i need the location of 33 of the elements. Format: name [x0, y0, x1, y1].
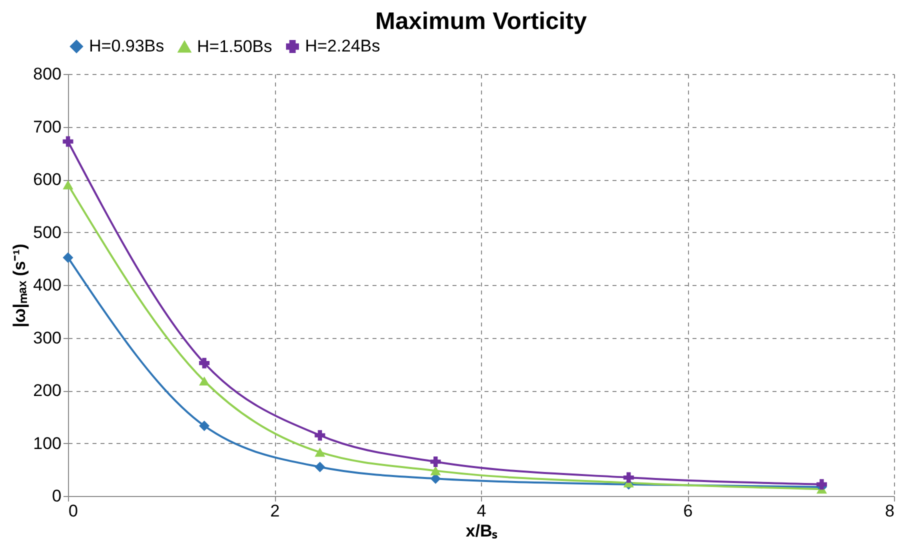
x-tick-label: 0	[68, 502, 78, 520]
x-tick-label: 8	[885, 502, 894, 520]
x-axis-title: x/Bₛ	[466, 522, 498, 540]
point	[62, 252, 74, 263]
point	[816, 479, 827, 490]
y-tick-label: 700	[33, 117, 62, 136]
y-tick-label: 200	[33, 381, 62, 400]
y-axis-title: |ω|ₘₐₓ (s⁻¹)	[10, 244, 30, 328]
y-tick-label: 600	[33, 170, 62, 189]
point	[314, 462, 326, 472]
point	[199, 420, 210, 432]
point	[430, 466, 441, 476]
point	[430, 456, 441, 467]
y-tick-label: 500	[33, 222, 62, 242]
y-tick-label: 300	[33, 328, 62, 348]
point	[62, 180, 74, 190]
point	[199, 358, 210, 368]
y-tick-label: 0	[52, 486, 62, 506]
point	[199, 376, 210, 386]
y-tick-label: 100	[33, 434, 62, 453]
x-tick-label: 2	[270, 502, 280, 520]
legend-label: H=2.24Bs	[305, 36, 380, 56]
point	[623, 472, 634, 483]
x-tick-label: 6	[683, 502, 693, 520]
chart-title: Maximum Vorticity	[375, 8, 588, 35]
point	[62, 136, 74, 147]
y-tick-label: 800	[33, 64, 62, 84]
point	[314, 448, 326, 457]
legend-label: H=0.93Bs	[89, 36, 164, 56]
x-tick-label: 4	[476, 502, 486, 520]
legend-label: H=1.50Bs	[197, 36, 272, 56]
point	[314, 430, 326, 441]
y-tick-label: 400	[33, 276, 62, 294]
